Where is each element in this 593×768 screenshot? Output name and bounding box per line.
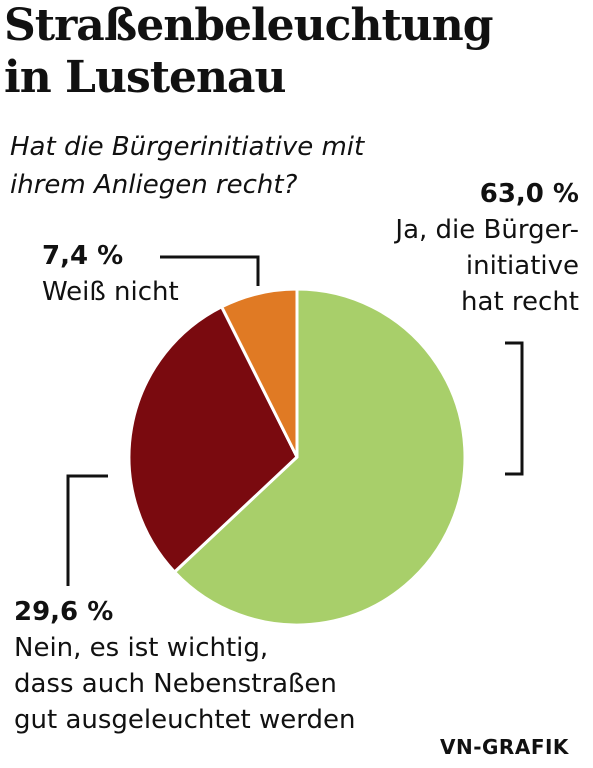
slice-label-nein: 29,6 % Nein, es ist wichtig, dass auch N… xyxy=(14,594,356,738)
credit: VN-GRAFIK xyxy=(440,735,569,759)
question: Hat die Bürgerinitiative mit ihrem Anlie… xyxy=(10,128,530,204)
title-line-2: in Lustenau xyxy=(4,52,287,103)
pie-slice-nein xyxy=(127,305,299,574)
slice-label-nein-line-2: dass auch Nebenstraßen xyxy=(14,669,337,699)
slice-label-nein-line-1: Nein, es ist wichtig, xyxy=(14,633,269,663)
slice-label-ja-line-2: initiative xyxy=(465,251,579,281)
leader-line-weiss-nicht xyxy=(160,255,260,286)
slice-percent-nein: 29,6 % xyxy=(14,597,114,627)
slice-label-weiss-nicht: 7,4 % Weiß nicht xyxy=(42,238,179,310)
slice-label-weiss-nicht-line-1: Weiß nicht xyxy=(42,277,179,307)
chart-title: Straßenbeleuchtung in Lustenau xyxy=(4,0,494,104)
leader-line-ja xyxy=(505,341,524,476)
question-line-1: Hat die Bürgerinitiative mit xyxy=(10,132,365,162)
leader-line-nein xyxy=(66,474,108,586)
pie-slice-weiss-nicht xyxy=(220,287,299,459)
title-line-1: Straßenbeleuchtung xyxy=(4,0,494,51)
slice-label-ja-line-1: Ja, die Bürger- xyxy=(395,215,579,245)
slice-percent-ja: 63,0 % xyxy=(479,179,579,209)
pie-slice-ja xyxy=(173,287,467,627)
slice-percent-weiss-nicht: 7,4 % xyxy=(42,241,124,271)
slice-label-ja: 63,0 % Ja, die Bürger- initiative hat re… xyxy=(319,176,579,320)
question-line-2: ihrem Anliegen recht? xyxy=(10,170,298,200)
slice-label-ja-line-3: hat recht xyxy=(461,287,579,317)
slice-label-nein-line-3: gut ausgeleuchtet werden xyxy=(14,705,356,735)
